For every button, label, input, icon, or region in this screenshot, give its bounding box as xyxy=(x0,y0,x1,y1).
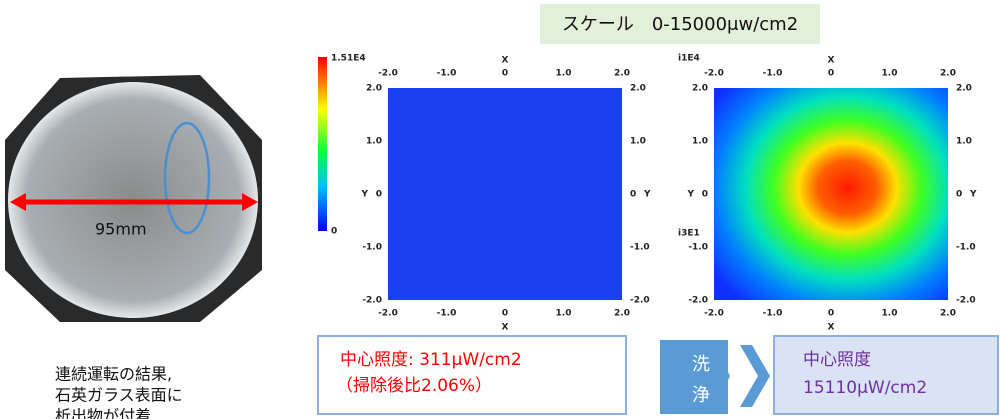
x-tick-label: 0 xyxy=(828,69,834,79)
y-tick-label: 0 xyxy=(956,190,962,200)
y-tick-label: -1.0 xyxy=(956,243,976,253)
y-tick-label: 1.0 xyxy=(692,137,708,147)
caption: 析出物が付着 xyxy=(55,407,151,419)
colorbar-max: 1.51E4 xyxy=(331,54,366,64)
heatmap-after xyxy=(714,88,948,300)
x-tick-label: 1.0 xyxy=(556,69,572,79)
y-axis-label: Y xyxy=(643,190,651,200)
scale-banner: スケール 0-15000μw/cm2 xyxy=(562,14,798,35)
x-tick-label: 1.0 xyxy=(556,309,572,319)
heatmap-before xyxy=(388,88,622,300)
caption: 連続運転の結果, xyxy=(55,365,172,384)
x-tick-label: 0 xyxy=(502,309,508,319)
x-tick-label: -1.0 xyxy=(437,69,457,79)
x-axis-label: X xyxy=(502,56,509,66)
chevron xyxy=(740,345,770,407)
x-axis-label: X xyxy=(828,56,835,66)
y-tick-label: 2.0 xyxy=(692,84,708,94)
y-axis-label: Y xyxy=(969,190,977,200)
y-axis-label: Y xyxy=(686,190,694,200)
y-tick-label: -2.0 xyxy=(956,296,976,306)
x-tick-label: -1.0 xyxy=(763,69,783,79)
y-tick-label: 0 xyxy=(376,190,382,200)
dimension: 95mm xyxy=(95,220,147,239)
x-tick-label: -1.0 xyxy=(437,309,457,319)
before-box xyxy=(318,336,626,414)
x-tick-label: -1.0 xyxy=(763,309,783,319)
y-tick-label: 0 xyxy=(702,190,708,200)
x-axis-label: X xyxy=(828,323,835,333)
colorbar xyxy=(318,57,327,231)
y-tick-label: -2.0 xyxy=(688,296,708,306)
y-tick-label: 0 xyxy=(630,190,636,200)
x-axis-label: X xyxy=(502,323,509,333)
colorbar-min: 0 xyxy=(331,227,337,237)
y-tick-label: 2.0 xyxy=(956,84,972,94)
before-text: （掃除後比2.06%） xyxy=(336,376,492,396)
x-tick-label: 1.0 xyxy=(882,69,898,79)
cut-label: i3E1 xyxy=(678,229,700,239)
y-tick-label: -1.0 xyxy=(630,243,650,253)
y-tick-label: 1.0 xyxy=(630,137,646,147)
step-char: 洗 xyxy=(692,354,710,375)
x-tick-label: -2.0 xyxy=(378,309,398,319)
y-tick-label: -1.0 xyxy=(362,243,382,253)
x-tick-label: 2.0 xyxy=(614,69,630,79)
y-tick-label: 2.0 xyxy=(630,84,646,94)
x-tick-label: -2.0 xyxy=(704,69,724,79)
x-tick-label: 1.0 xyxy=(882,309,898,319)
after-text: 中心照度 xyxy=(803,350,871,370)
y-tick-label: -2.0 xyxy=(630,296,650,306)
x-tick-label: 2.0 xyxy=(614,309,630,319)
y-tick-label: 1.0 xyxy=(956,137,972,147)
slide: 95mm 連続運転の結果, 石英ガラス表面に 析出物が付着 スケール 0-150… xyxy=(0,0,1000,419)
before-text: 中心照度: 311μW/cm2 xyxy=(340,350,522,370)
after-box xyxy=(774,336,998,414)
y-tick-label: -2.0 xyxy=(362,296,382,306)
x-tick-label: 0 xyxy=(828,309,834,319)
x-tick-label: -2.0 xyxy=(378,69,398,79)
y-axis-label: Y xyxy=(360,190,368,200)
x-tick-label: 0 xyxy=(502,69,508,79)
step-char: 浄 xyxy=(692,385,710,406)
x-tick-label: -2.0 xyxy=(704,309,724,319)
x-tick-label: 2.0 xyxy=(940,69,956,79)
y-tick-label: 1.0 xyxy=(366,137,382,147)
cut-label: i1E4 xyxy=(678,54,700,64)
after-text: 15110μW/cm2 xyxy=(803,378,927,398)
caption: 石英ガラス表面に xyxy=(55,386,183,405)
y-tick-label: -1.0 xyxy=(688,243,708,253)
x-tick-label: 2.0 xyxy=(940,309,956,319)
y-tick-label: 2.0 xyxy=(366,84,382,94)
